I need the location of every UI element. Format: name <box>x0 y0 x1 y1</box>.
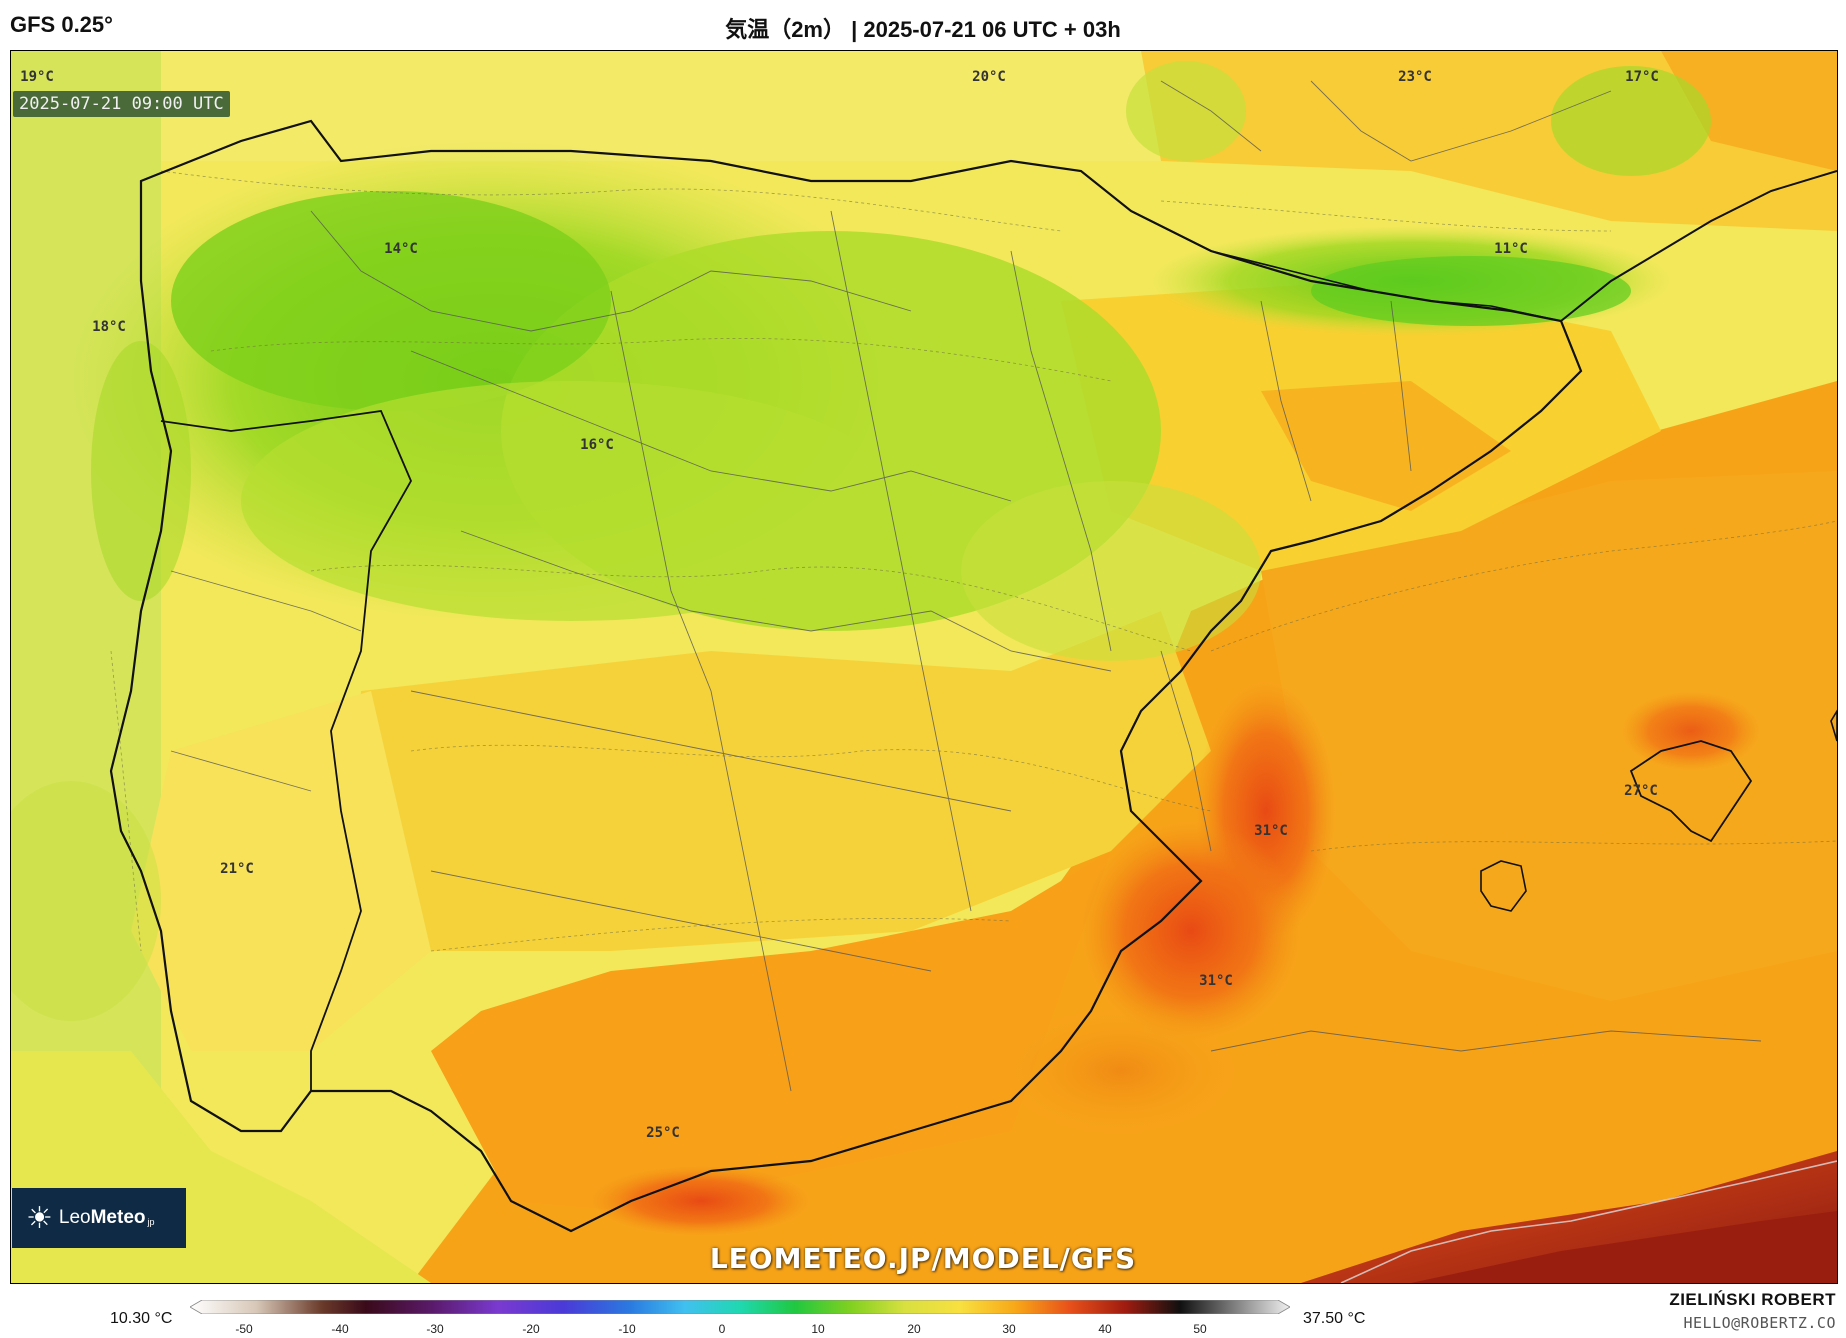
legend-max-label: 37.50 °C <box>1303 1310 1366 1327</box>
logo-text: LeoMeteo <box>58 1207 146 1228</box>
temp-label: 31°C <box>1199 973 1233 989</box>
author-name: ZIELIŃSKI ROBERT <box>1669 1290 1836 1309</box>
temp-label: 27°C <box>1624 783 1658 799</box>
scale-tick: 30 <box>1002 1322 1016 1336</box>
temp-label: 14°C <box>384 241 418 257</box>
scale-tick: -20 <box>522 1322 540 1336</box>
scale-tick: 50 <box>1193 1322 1207 1336</box>
scale-tick: -30 <box>426 1322 444 1336</box>
scale-tick: -50 <box>235 1322 253 1336</box>
author-email[interactable]: HELLO@ROBERTZ.CO <box>1683 1314 1836 1332</box>
scale-tick: 0 <box>718 1322 726 1336</box>
temp-label: 18°C <box>92 319 126 335</box>
temperature-map: 2025-07-21 09:00 UTC 19°C 20°C 23°C 17°C… <box>10 50 1838 1284</box>
temp-label: 19°C <box>20 69 54 85</box>
scale-tick: 40 <box>1098 1322 1112 1336</box>
temp-label: 31°C <box>1254 823 1288 839</box>
scale-tick: -40 <box>331 1322 349 1336</box>
color-scale-ticks: -50 -40 -30 -20 -10 0 10 20 30 40 50 <box>190 1322 1290 1338</box>
logo-suffix: jp <box>147 1217 155 1227</box>
valid-time-badge: 2025-07-21 09:00 UTC <box>13 91 230 117</box>
leometeo-logo[interactable]: ☀ LeoMeteo jp <box>12 1188 186 1248</box>
sun-icon: ☀ <box>26 1201 53 1235</box>
temp-label: 25°C <box>646 1125 680 1141</box>
scale-tick: -10 <box>618 1322 636 1336</box>
scale-tick: 10 <box>811 1322 825 1336</box>
temp-label: 16°C <box>580 437 614 453</box>
ibiza <box>1480 860 1527 912</box>
legend-min-label: 10.30 °C <box>110 1310 173 1327</box>
mallorca <box>1629 740 1753 843</box>
iberia-coastline <box>109 119 1583 1233</box>
watermark-url: LEOMETEO.JP/MODEL/GFS <box>709 1242 1137 1275</box>
scale-tick: 20 <box>907 1322 921 1336</box>
temp-label: 11°C <box>1494 241 1528 257</box>
temp-label: 21°C <box>220 861 254 877</box>
color-scale-bar <box>190 1300 1290 1314</box>
map-title: 気温（2m） | 2025-07-21 06 UTC + 03h <box>725 17 1121 42</box>
map-canvas <box>11 51 1837 1283</box>
temp-label: 20°C <box>972 69 1006 85</box>
temp-label: 23°C <box>1398 69 1432 85</box>
model-title: GFS 0.25° <box>10 12 113 37</box>
temp-label: 17°C <box>1625 69 1659 85</box>
